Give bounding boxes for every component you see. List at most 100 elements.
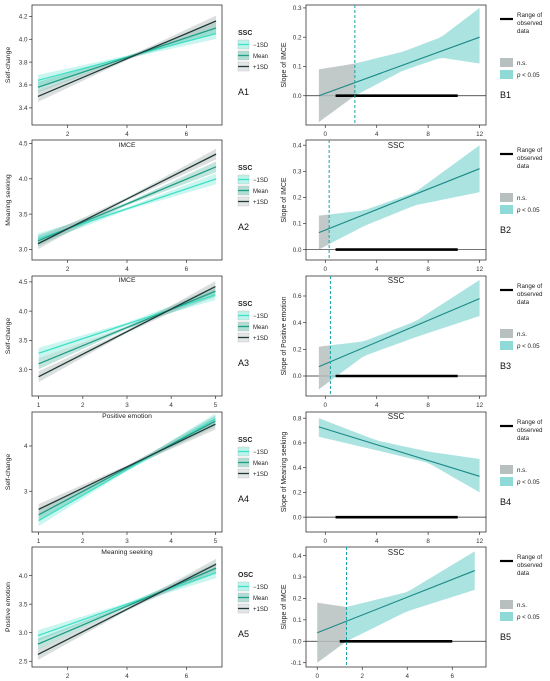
y-tick-label: 0.8 bbox=[293, 415, 302, 422]
y-tick-label: 0.2 bbox=[293, 596, 302, 603]
y-tick-label: 4.5 bbox=[19, 141, 28, 148]
legend-label: +1SD bbox=[253, 336, 269, 342]
y-tick-label: 3.8 bbox=[19, 59, 28, 66]
x-tick-label: 12 bbox=[476, 266, 484, 273]
y-tick-label: 0.0 bbox=[293, 373, 302, 380]
y-tick-label: 3.4 bbox=[19, 105, 28, 112]
legend-range-label: Range of bbox=[517, 419, 542, 426]
legend-ns-label: n.s. bbox=[517, 331, 527, 338]
legend-range-label: Range of bbox=[517, 147, 542, 154]
x-tick-label: 3 bbox=[125, 402, 129, 409]
y-tick-label: 4.0 bbox=[19, 573, 28, 580]
legend-title: SSC bbox=[238, 30, 252, 37]
panel-label: A1 bbox=[238, 87, 249, 97]
nonsignificant-band bbox=[317, 602, 347, 663]
x-tick-label: 5 bbox=[214, 402, 218, 409]
series-line bbox=[38, 418, 216, 522]
y-tick-label: 4.5 bbox=[19, 279, 28, 286]
legend-label: −1SD bbox=[253, 43, 269, 49]
chart-b3: 0 4 8 12 0.0 0.2 0.4 0.6 SSC Slope of Positive em… bbox=[281, 275, 543, 421]
chart-b2: 0 4 8 12 0.0 0.1 0.2 0.3 0.4 SSC Slope of IMCE Rang… bbox=[281, 139, 543, 285]
x-tick-label: 4 bbox=[375, 402, 379, 409]
y-axis-label: Meaning seeking bbox=[5, 174, 12, 226]
nonsignificant-band bbox=[318, 63, 355, 123]
y-tick-label: 0.0 bbox=[293, 247, 302, 254]
x-tick-label: 6 bbox=[185, 673, 189, 680]
legend-range-label: Range of bbox=[517, 554, 542, 561]
y-tick-label: 0.4 bbox=[293, 553, 302, 560]
legend-range-label: observed bbox=[517, 155, 543, 162]
legend-ns-label: n.s. bbox=[517, 195, 527, 202]
y-tick-label: 0.1 bbox=[293, 221, 302, 228]
y-tick-label: 0.2 bbox=[293, 195, 302, 202]
legend-label: +1SD bbox=[253, 472, 269, 478]
series-line bbox=[37, 567, 217, 645]
y-tick-label: 0.2 bbox=[293, 34, 302, 41]
x-tick-label: 4 bbox=[125, 673, 129, 680]
legend-label: −1SD bbox=[253, 585, 269, 591]
legend-title: SSC bbox=[238, 437, 252, 444]
y-axis-label: Positive emotion bbox=[5, 582, 12, 632]
y-tick-label: 3.5 bbox=[19, 211, 28, 218]
y-tick-label: 3 bbox=[24, 488, 28, 495]
legend-sig-swatch bbox=[500, 612, 513, 621]
legend-sig-swatch bbox=[500, 341, 513, 350]
x-axis-label: SSC bbox=[388, 412, 405, 421]
legend-range-label: observed bbox=[517, 562, 543, 569]
x-tick-label: 6 bbox=[185, 266, 189, 273]
legend-sig-threshold: < 0.05 bbox=[520, 343, 540, 350]
slope-line bbox=[318, 426, 480, 477]
slope-line bbox=[318, 298, 480, 368]
x-tick-label: 4 bbox=[125, 266, 129, 273]
chart-a1: 2 4 6 3.4 3.6 3.8 4.0 4.2 IMCE Self-change SSC−1SD… bbox=[5, 4, 269, 149]
y-axis-label: Self-change bbox=[5, 454, 12, 490]
legend-ns-label: n.s. bbox=[517, 602, 527, 609]
y-tick-label: 3.6 bbox=[19, 82, 28, 89]
x-tick-label: 3 bbox=[125, 538, 129, 545]
series-line bbox=[38, 290, 216, 365]
plot-frame bbox=[305, 139, 487, 261]
y-tick-label: 0.6 bbox=[293, 293, 302, 300]
legend-range-label: data bbox=[517, 435, 530, 442]
significant-band bbox=[354, 7, 480, 96]
legend-ns-swatch bbox=[500, 193, 513, 202]
legend-sig-p: p bbox=[516, 614, 521, 621]
legend-label: Mean bbox=[253, 461, 268, 467]
panel-label: B5 bbox=[500, 632, 511, 642]
series-line bbox=[38, 423, 216, 510]
legend-ns-swatch bbox=[500, 58, 513, 67]
y-axis-label: Slope of IMCE bbox=[281, 177, 288, 222]
significant-band bbox=[318, 418, 480, 493]
y-tick-label: 0.3 bbox=[293, 574, 302, 581]
x-tick-label: 4 bbox=[375, 538, 379, 545]
series-line bbox=[37, 563, 217, 656]
y-tick-label: 4 bbox=[24, 443, 28, 450]
panel-label: B1 bbox=[500, 90, 511, 100]
y-tick-label: 0.2 bbox=[293, 347, 302, 354]
slope-line bbox=[318, 36, 480, 97]
y-tick-label: 0.1 bbox=[293, 617, 302, 624]
legend-label: Mean bbox=[253, 189, 268, 195]
chart-a3: 1 2 3 4 5 3.0 3.5 4.0 4.5 Positive emotion Self-ch… bbox=[5, 275, 269, 420]
legend-label: Mean bbox=[253, 325, 268, 331]
legend-title: SSC bbox=[238, 301, 252, 308]
x-axis-label: SSC bbox=[388, 548, 405, 557]
series-line bbox=[37, 20, 217, 98]
x-tick-label: 0 bbox=[324, 538, 328, 545]
nonsignificant-band bbox=[318, 214, 330, 250]
x-tick-label: 2 bbox=[81, 538, 85, 545]
y-tick-label: 4.2 bbox=[19, 14, 28, 21]
legend-label: −1SD bbox=[253, 450, 269, 456]
y-tick-label: 2.5 bbox=[19, 658, 28, 665]
x-tick-label: 4 bbox=[169, 538, 173, 545]
y-axis-label: Slope of Meaning seeking bbox=[281, 432, 288, 513]
y-axis-label: Slope of Positive emotion bbox=[281, 296, 288, 375]
legend-sig-threshold: < 0.05 bbox=[520, 72, 540, 79]
legend-ns-label: n.s. bbox=[517, 467, 527, 474]
x-tick-label: 4 bbox=[169, 402, 173, 409]
y-tick-label: 4.0 bbox=[19, 308, 28, 315]
x-tick-label: 4 bbox=[405, 673, 409, 680]
y-tick-label: 0.0 bbox=[293, 638, 302, 645]
y-tick-label: 0.0 bbox=[293, 93, 302, 100]
